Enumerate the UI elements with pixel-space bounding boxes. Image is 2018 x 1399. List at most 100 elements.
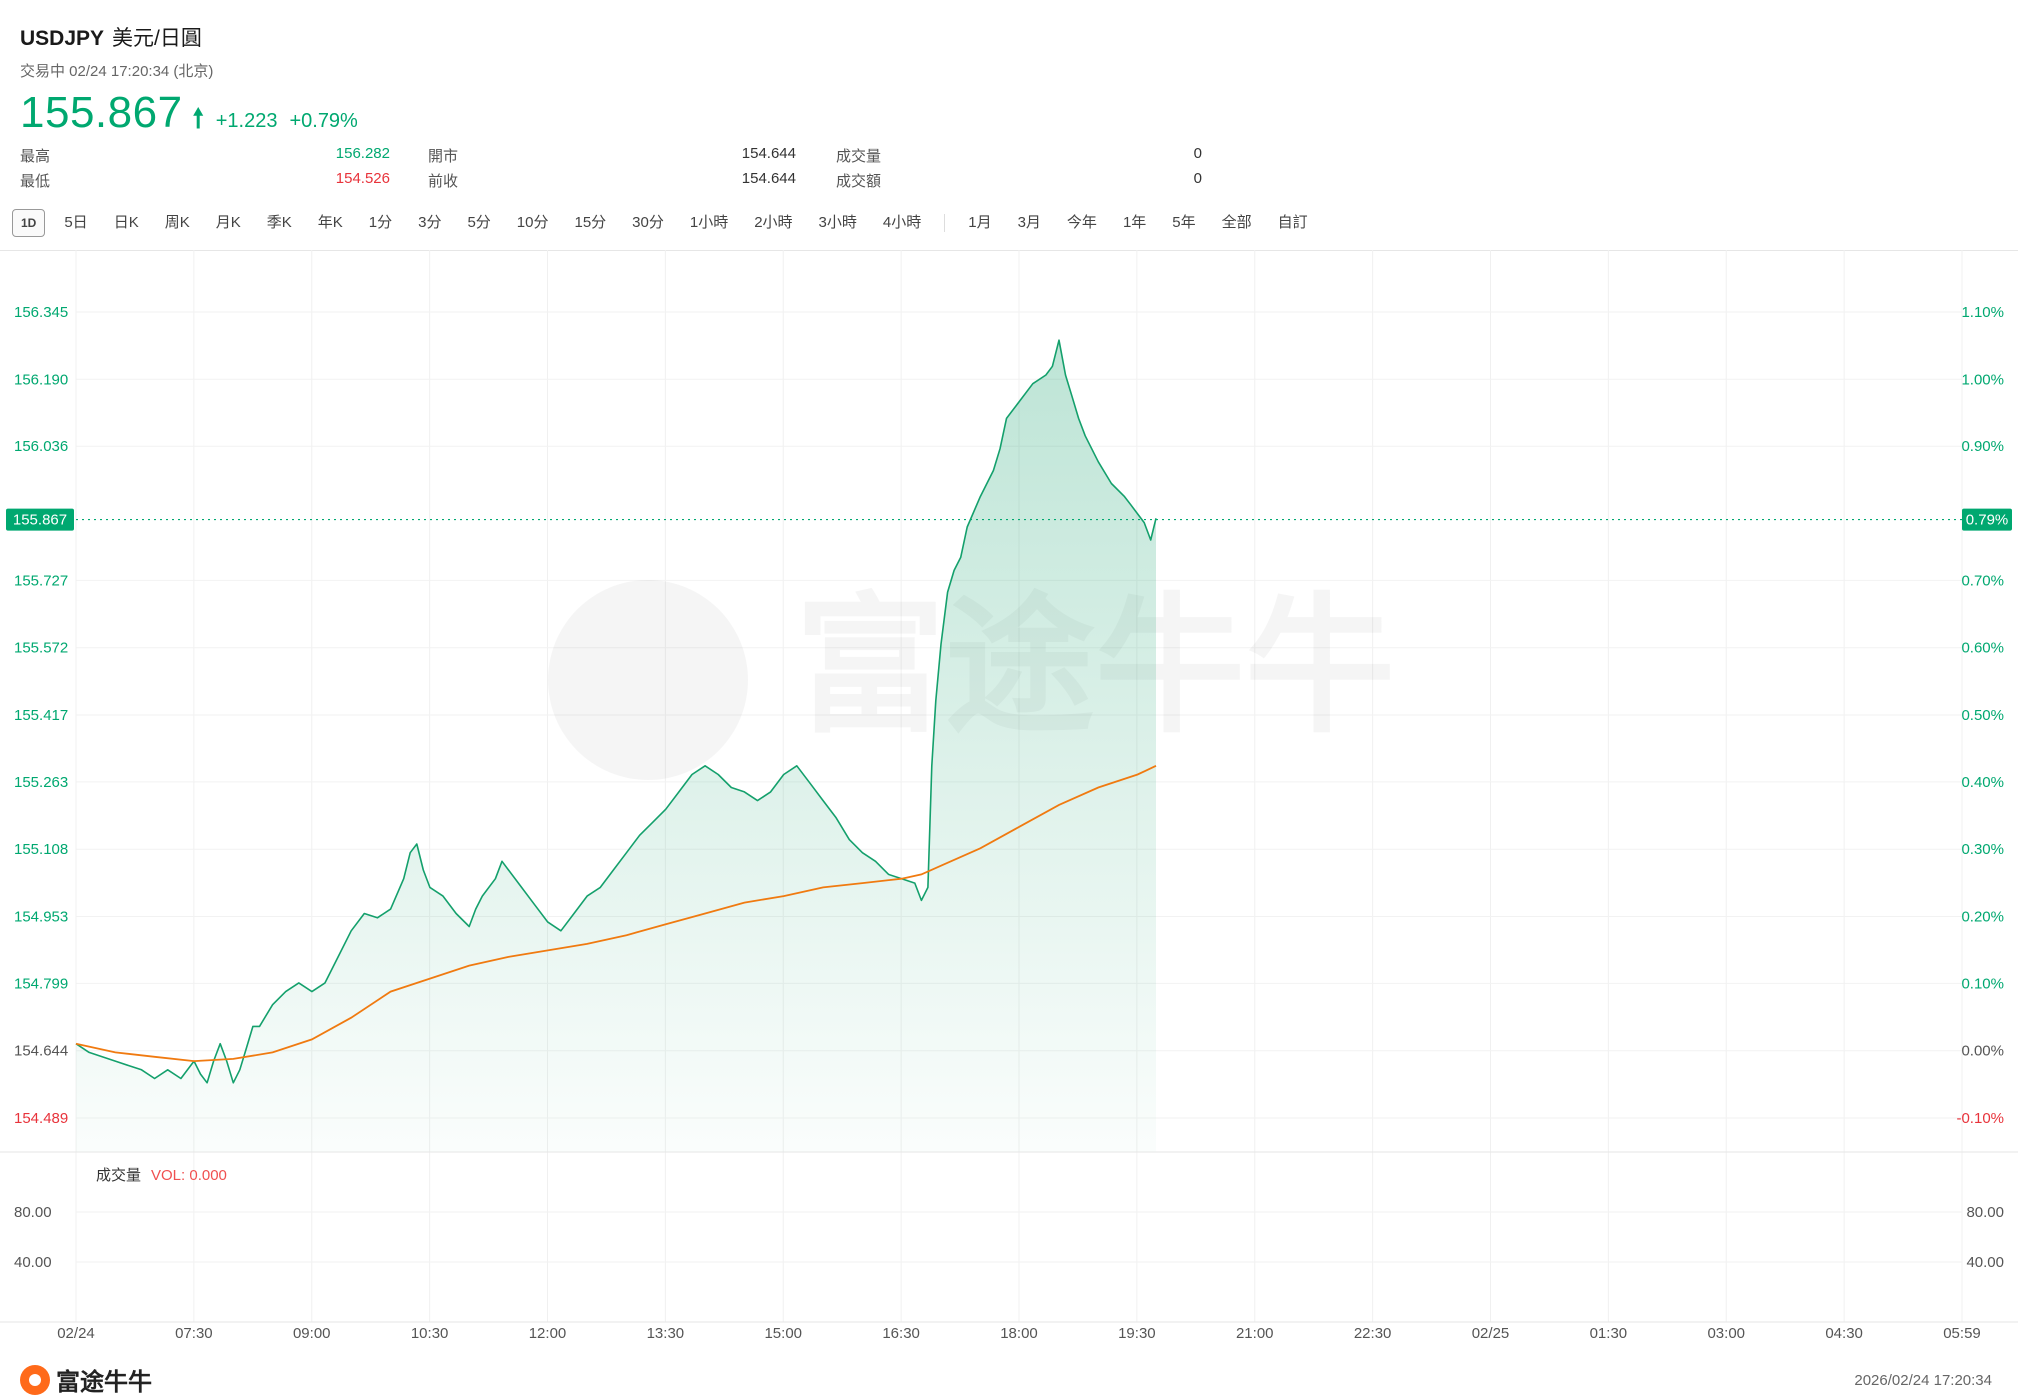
average-price-line — [75, 764, 1157, 1063]
tab-period-11[interactable]: 15分 — [574, 214, 607, 231]
x-tick-label-15: 04:30 — [1825, 1325, 1863, 1342]
tab-range-4[interactable]: 5年 — [1172, 214, 1196, 231]
volume-value-label: VOL: 0.000 — [151, 1167, 227, 1184]
symbol-name: 美元/日圓 — [112, 27, 202, 50]
x-tick-label-1: 07:30 — [175, 1325, 213, 1342]
y-tick-right-0: 1.10% — [1961, 304, 2004, 321]
footer-brand: 富途牛牛 — [20, 1362, 152, 1397]
symbol-title: USDJPY 美元/日圓 — [20, 22, 202, 52]
price-change-pct: +0.79% — [289, 110, 358, 132]
y-tick-left-4: 155.572 — [14, 640, 68, 657]
y-tick-right-1: 1.00% — [1961, 371, 2004, 388]
y-tick-left-6: 155.263 — [14, 774, 68, 791]
volume-value: 0 — [1193, 145, 1202, 162]
tab-range-2[interactable]: 今年 — [1066, 214, 1097, 231]
x-tick-label-4: 12:00 — [529, 1325, 567, 1342]
watermark-logo-icon — [548, 580, 748, 780]
y-tick-right-10: 0.00% — [1961, 1043, 2004, 1060]
x-tick-label-0: 02/24 — [57, 1325, 95, 1342]
period-tabs: 1D 5日 日K 周K 月K 季K 年K 1分 3分 5分 10分 15分 30分 1小時 2小時 3小時 4小… — [10, 208, 1321, 238]
y-tick-left-1: 156.190 — [14, 371, 68, 388]
tab-period-15[interactable]: 3小時 — [818, 214, 857, 231]
volume-tick-right-1: 40.00 — [1966, 1254, 2004, 1271]
price-change: +1.223 — [215, 110, 278, 132]
current-price-badge — [6, 508, 74, 531]
tab-period-5[interactable]: 季K — [266, 214, 292, 231]
current-pct-badge-text: 0.79% — [1966, 512, 2009, 529]
volume-label: 成交量 — [96, 1166, 141, 1184]
last-price: 155.867 — [20, 88, 183, 137]
x-tick-label-10: 21:00 — [1236, 1325, 1274, 1342]
y-tick-right-7: 0.30% — [1961, 841, 2004, 858]
futu-logo-icon — [20, 1364, 50, 1395]
open-label: 開市 — [428, 148, 459, 165]
intraday-chart[interactable]: 02/24 07:30 09:00 10:30 12:00 13:30 15:00 16:30… — [0, 250, 2018, 1360]
y-tick-left-2: 156.036 — [14, 438, 68, 455]
volume-label: 成交量 — [836, 148, 882, 165]
open-value: 154.644 — [741, 145, 796, 162]
y-tick-left-9: 154.799 — [14, 975, 68, 992]
tab-period-0[interactable]: 1D — [12, 209, 46, 237]
low-label: 最低 — [20, 173, 51, 190]
volume-tick-left-1: 40.00 — [14, 1254, 52, 1271]
tab-period-9[interactable]: 5分 — [467, 214, 491, 231]
tab-period-6[interactable]: 年K — [317, 214, 343, 231]
current-pct-badge — [1962, 508, 2012, 531]
tab-period-3[interactable]: 周K — [164, 214, 190, 231]
high-value: 156.282 — [335, 145, 390, 162]
x-tick-label-7: 16:30 — [882, 1325, 920, 1342]
y-tick-right-5: 0.50% — [1961, 707, 2004, 724]
prev-close-label: 前收 — [428, 173, 459, 190]
x-tick-label-9: 19:30 — [1118, 1325, 1156, 1342]
y-tick-left-3: 155.727 — [14, 572, 68, 589]
tab-divider — [944, 214, 946, 232]
y-tick-left-11: 154.489 — [14, 1110, 68, 1127]
x-tick-label-6: 15:00 — [764, 1325, 802, 1342]
price-area-fill — [76, 340, 1156, 1152]
y-tick-left-10: 154.644 — [14, 1043, 68, 1060]
tab-period-13[interactable]: 1小時 — [689, 214, 729, 231]
y-tick-right-11: -0.10% — [1956, 1110, 2004, 1127]
volume-tick-left-0: 80.00 — [14, 1204, 52, 1221]
tab-period-8[interactable]: 3分 — [418, 214, 442, 231]
volume-tick-right-0: 80.00 — [1966, 1204, 2004, 1221]
tab-period-16[interactable]: 4小時 — [882, 214, 922, 231]
current-price-badge-text: 155.867 — [13, 512, 67, 529]
footer-brand-text: 富途牛牛 — [56, 1369, 152, 1396]
x-tick-label-11: 22:30 — [1354, 1325, 1392, 1342]
tab-range-0[interactable]: 1月 — [968, 214, 992, 231]
quote-header: USDJPY 美元/日圓 交易中 02/24 17:20:34 (北京) 155.… — [0, 0, 2018, 250]
y-tick-right-8: 0.20% — [1961, 909, 2004, 926]
x-tick-label-12: 02/25 — [1472, 1325, 1510, 1342]
y-tick-right-3: 0.70% — [1961, 572, 2004, 589]
x-tick-label-14: 03:00 — [1707, 1325, 1745, 1342]
y-tick-right-4: 0.60% — [1961, 640, 2004, 657]
y-tick-left-5: 155.417 — [14, 707, 68, 724]
x-tick-label-3: 10:30 — [411, 1325, 449, 1342]
tab-period-2[interactable]: 日K — [113, 214, 139, 231]
up-arrow-icon: 🠕 — [192, 103, 204, 133]
x-tick-label-16: 05:59 — [1943, 1325, 1981, 1342]
y-tick-left-7: 155.108 — [14, 841, 68, 858]
y-tick-right-2: 0.90% — [1961, 438, 2004, 455]
tab-period-4[interactable]: 月K — [215, 214, 241, 231]
y-tick-left-0: 156.345 — [14, 304, 68, 321]
y-tick-right-9: 0.10% — [1961, 975, 2004, 992]
symbol-code: USDJPY — [20, 27, 105, 50]
tab-range-1[interactable]: 3月 — [1017, 214, 1041, 231]
tab-period-10[interactable]: 10分 — [516, 214, 549, 231]
price-row: 155.867 🠕 +1.223 +0.79% — [20, 88, 358, 140]
tab-period-7[interactable]: 1分 — [368, 214, 393, 231]
tab-period-1[interactable]: 5日 — [64, 214, 88, 231]
x-tick-label-5: 13:30 — [647, 1325, 685, 1342]
x-tick-label-2: 09:00 — [293, 1325, 331, 1342]
x-tick-label-13: 01:30 — [1590, 1325, 1628, 1342]
tab-range-3[interactable]: 1年 — [1122, 214, 1147, 231]
tab-period-14[interactable]: 2小時 — [754, 214, 793, 231]
turnover-value: 0 — [1193, 170, 1202, 187]
tab-range-6[interactable]: 自訂 — [1277, 214, 1308, 231]
prev-close-value: 154.644 — [741, 170, 796, 187]
x-tick-label-8: 18:00 — [1000, 1325, 1038, 1342]
tab-period-12[interactable]: 30分 — [632, 214, 664, 231]
tab-range-5[interactable]: 全部 — [1221, 214, 1252, 231]
